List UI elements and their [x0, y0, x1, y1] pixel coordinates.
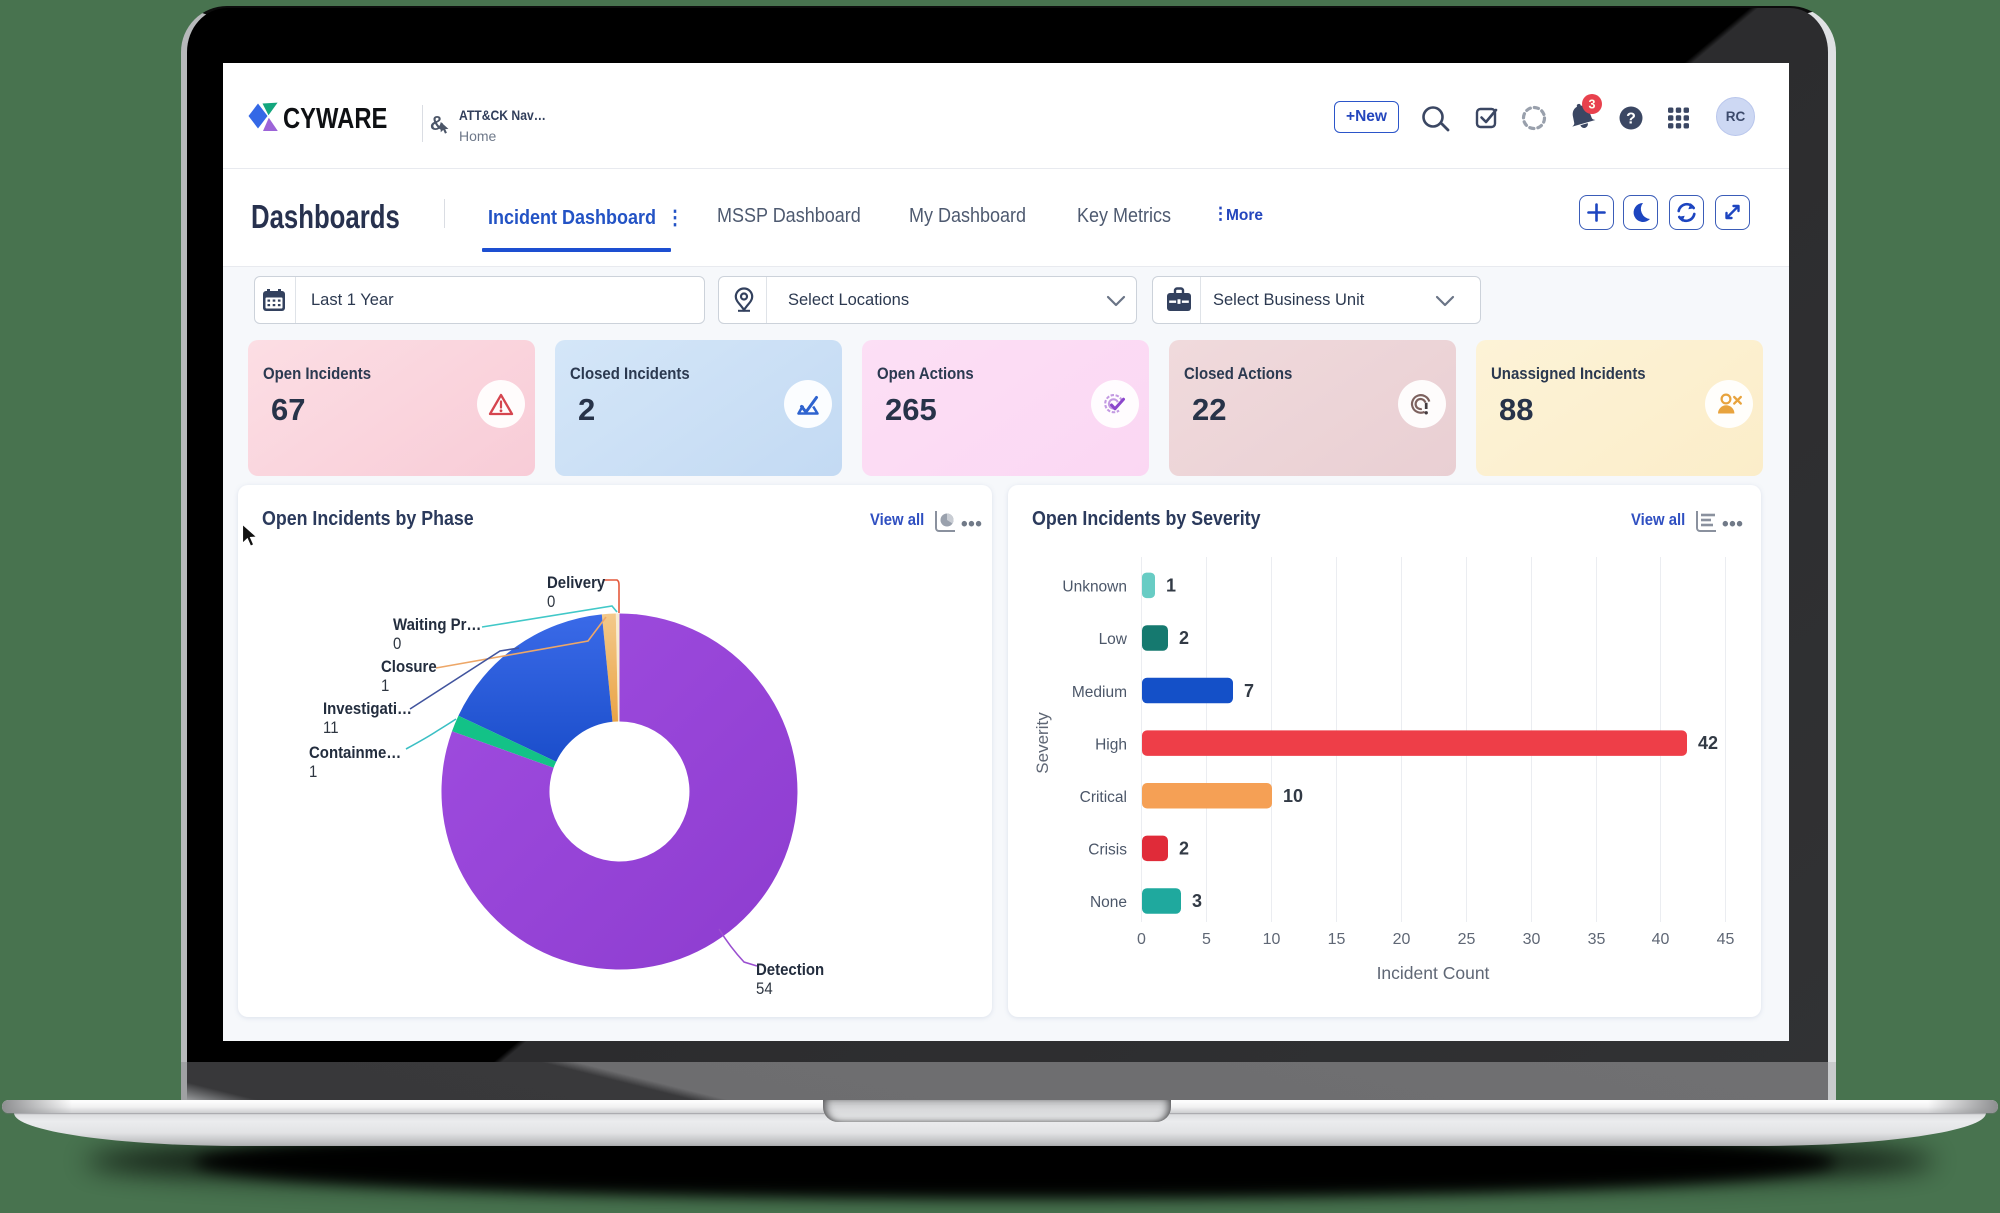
svg-text:10: 10	[1283, 786, 1303, 806]
svg-text:5: 5	[1202, 931, 1211, 948]
svg-text:Medium: Medium	[1072, 684, 1127, 701]
svg-text:Unknown: Unknown	[1062, 579, 1127, 596]
svg-text:3: 3	[1192, 891, 1202, 911]
svg-text:Critical: Critical	[1080, 789, 1127, 806]
svg-text:?: ?	[1626, 111, 1636, 128]
svg-text:Severity: Severity	[1033, 712, 1052, 774]
svg-text:40: 40	[1652, 931, 1670, 948]
svg-text:2: 2	[1179, 628, 1189, 648]
svg-text:10: 10	[1263, 931, 1281, 948]
svg-text:7: 7	[1244, 681, 1254, 701]
svg-text:3: 3	[1589, 98, 1596, 112]
svg-text:Low: Low	[1099, 631, 1128, 648]
svg-text:Incident Count: Incident Count	[1377, 963, 1490, 983]
svg-text:42: 42	[1698, 733, 1718, 753]
svg-text:25: 25	[1458, 931, 1476, 948]
svg-text:Crisis: Crisis	[1088, 842, 1127, 859]
svg-text:2: 2	[1179, 839, 1189, 859]
svg-text:0: 0	[1137, 931, 1146, 948]
svg-text:None: None	[1090, 894, 1127, 911]
svg-text:High: High	[1095, 737, 1127, 754]
svg-text:45: 45	[1717, 931, 1735, 948]
svg-text:1: 1	[1166, 576, 1176, 596]
svg-text:20: 20	[1393, 931, 1411, 948]
svg-text:30: 30	[1523, 931, 1541, 948]
svg-text:35: 35	[1588, 931, 1606, 948]
svg-text:15: 15	[1328, 931, 1346, 948]
